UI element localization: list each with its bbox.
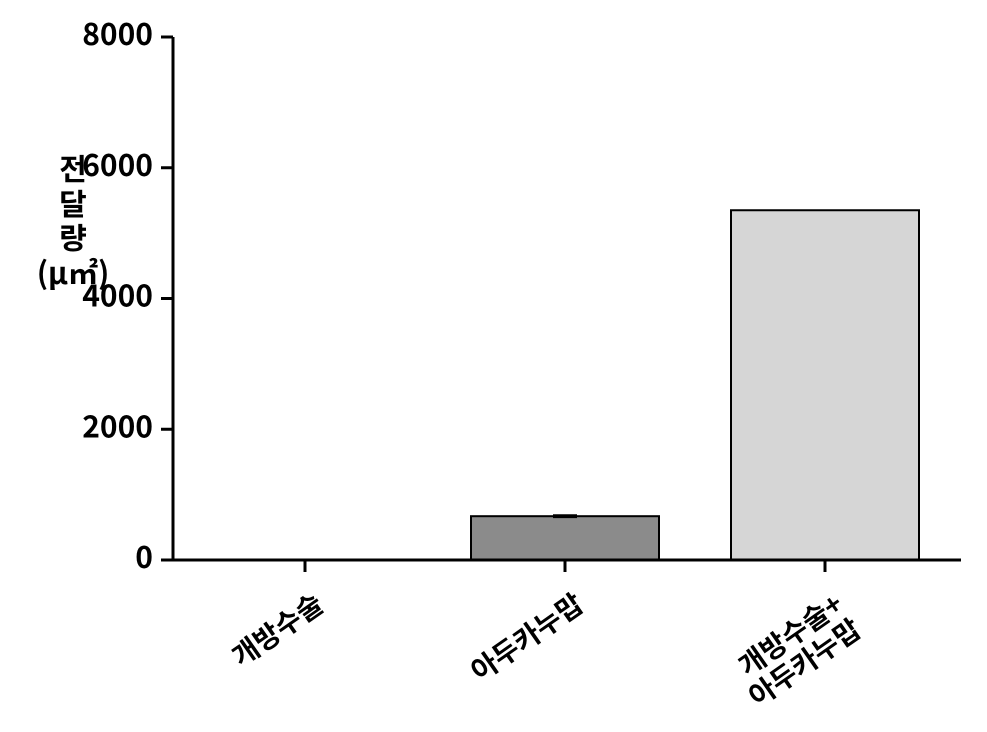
y-tick-label: 6000 <box>82 141 153 185</box>
bar <box>731 210 919 560</box>
chart-svg: 0 2000 4000 6000 8000 개방수술 아두카누맙 개방수술+아두카누맙 <box>0 0 987 732</box>
x-category-label: 아두카누맙 <box>462 583 591 690</box>
bar-chart: 전 달 량 (μ㎡) 02000400060008000개방수술아두카누맙개방수… <box>0 0 987 732</box>
bar <box>471 516 659 560</box>
y-tick-label: 8000 <box>82 10 153 54</box>
x-category-label: 개방수술 <box>223 583 330 675</box>
y-tick-label: 2000 <box>82 402 153 446</box>
y-tick-label: 0 <box>135 533 153 577</box>
x-category-label: 개방수술+아두카누맙 <box>722 583 868 715</box>
y-tick-label: 4000 <box>82 272 153 316</box>
